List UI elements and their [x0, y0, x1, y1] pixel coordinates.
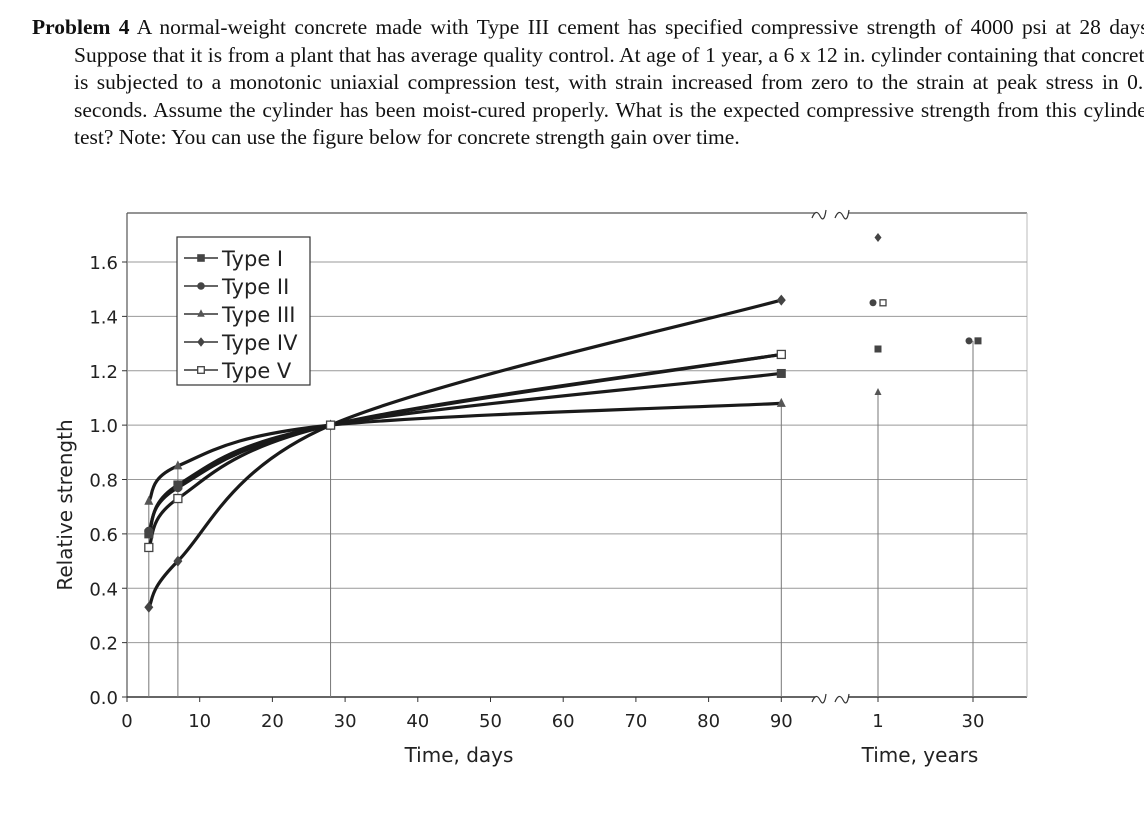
x-tick-label-years: 30 — [962, 711, 985, 732]
problem-text: A normal-weight concrete made with Type … — [74, 15, 1144, 149]
y-tick-label: 1.6 — [89, 253, 118, 274]
y-tick-label: 0.0 — [89, 688, 118, 709]
data-point-type-ii — [173, 483, 183, 493]
data-point-type-iv — [776, 294, 786, 306]
problem-label: Problem 4 — [32, 15, 130, 39]
y-tick-label: 0.8 — [89, 471, 118, 492]
x-tick-label: 0 — [121, 711, 132, 732]
y-axis-title: Relative strength — [53, 419, 77, 590]
y-tick-label: 1.2 — [89, 362, 118, 383]
axis-break-mark — [834, 209, 850, 220]
x-tick-label: 40 — [406, 711, 429, 732]
data-point-type-iv — [173, 555, 183, 567]
legend-label-type-v: Type V — [221, 359, 292, 383]
series-line-type-v — [147, 352, 782, 549]
y-tick-label: 1.4 — [89, 307, 118, 328]
data-point-1yr-type-v — [879, 299, 887, 307]
legend-label-type-ii: Type II — [221, 275, 289, 299]
legend-marker-type-iv — [197, 337, 205, 347]
data-point-type-iii — [173, 460, 183, 470]
data-point-type-v — [776, 349, 786, 360]
x-tick-label: 30 — [334, 711, 357, 732]
x-tick-label: 70 — [624, 711, 647, 732]
data-point-30yr-type-ii — [965, 337, 973, 345]
legend-label-type-iii: Type III — [221, 303, 296, 327]
y-tick-label: 0.4 — [89, 579, 118, 600]
x-tick-label: 60 — [552, 711, 575, 732]
data-point-type-ii — [144, 526, 154, 536]
x-tick-label: 10 — [188, 711, 211, 732]
x-tick-label: 80 — [697, 711, 720, 732]
axis-break-mark — [811, 209, 827, 220]
axis-break-mark — [834, 693, 850, 704]
data-point-type-v — [325, 420, 336, 430]
data-point-type-i — [776, 368, 786, 378]
problem-statement: Problem 4 A normal-weight concrete made … — [32, 14, 1144, 152]
data-point-type-iii — [776, 397, 786, 407]
x-tick-label-years: 1 — [872, 711, 883, 732]
data-point-type-v — [144, 542, 154, 553]
legend-marker-type-iii — [197, 309, 205, 317]
series-line-type-iv — [147, 298, 782, 609]
x-axis-title-days: Time, days — [404, 743, 514, 767]
data-point-type-iv — [144, 601, 154, 613]
data-point-type-v — [173, 493, 183, 504]
y-tick-label: 1.0 — [89, 416, 118, 437]
x-tick-label: 20 — [261, 711, 284, 732]
x-tick-label: 50 — [479, 711, 502, 732]
data-point-1yr-type-iv — [874, 233, 882, 243]
legend-marker-type-ii — [197, 282, 205, 290]
data-point-1yr-type-iii — [874, 388, 882, 395]
y-tick-label: 0.2 — [89, 634, 118, 655]
data-point-type-iii — [144, 495, 154, 505]
axis-break-mark — [811, 693, 827, 704]
legend-label-type-iv: Type IV — [221, 331, 298, 355]
data-point-30yr-type-i — [974, 337, 982, 345]
x-axis-title-years: Time, years — [861, 743, 979, 767]
legend-marker-type-v — [197, 366, 205, 374]
y-tick-label: 0.6 — [89, 525, 118, 546]
legend-label-type-i: Type I — [221, 247, 283, 271]
x-tick-label: 90 — [770, 711, 793, 732]
legend-marker-type-i — [197, 254, 205, 262]
data-point-1yr-type-i — [874, 345, 882, 353]
data-point-1yr-type-ii — [869, 299, 877, 307]
